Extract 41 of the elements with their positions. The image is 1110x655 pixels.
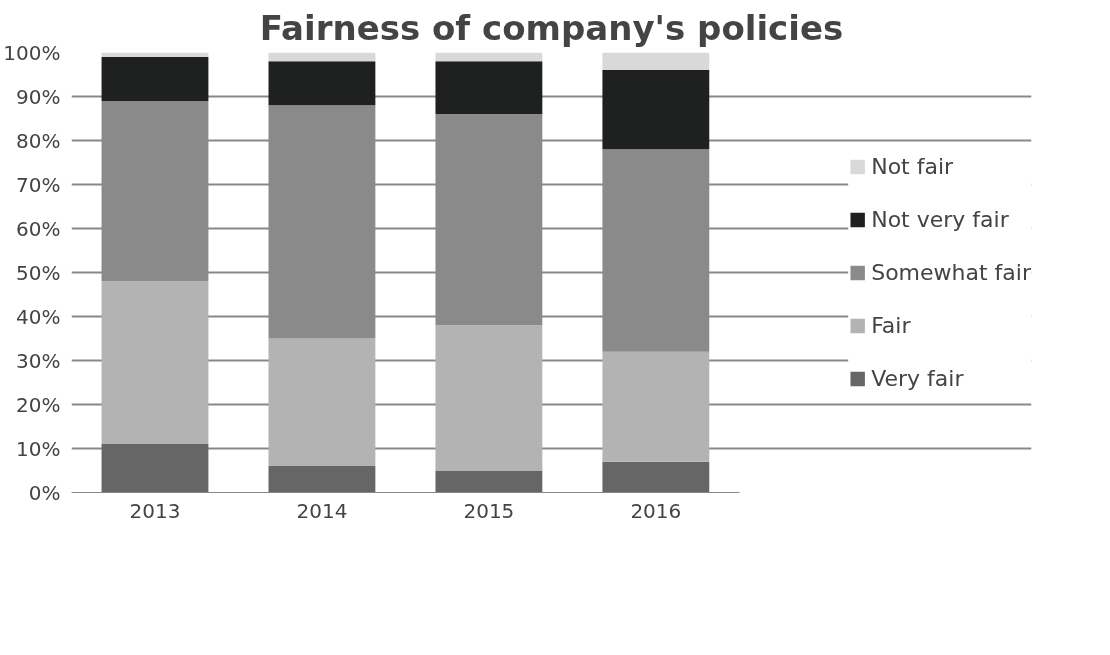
bar xyxy=(435,325,543,471)
x-tick-label: 2013 xyxy=(129,498,181,523)
bar xyxy=(101,52,209,57)
y-tick-label: 40% xyxy=(16,304,61,329)
bar xyxy=(435,470,543,493)
bar xyxy=(602,52,710,71)
y-tick-label: 10% xyxy=(16,436,61,461)
bar xyxy=(101,56,209,101)
legend-label: Somewhat fair xyxy=(871,259,1031,285)
y-tick-label: 90% xyxy=(16,84,61,109)
bar xyxy=(268,105,376,339)
x-tick-label: 2016 xyxy=(630,498,682,523)
bar xyxy=(435,61,543,115)
bar xyxy=(602,351,710,462)
bar xyxy=(602,461,710,493)
y-tick-label: 60% xyxy=(16,216,61,241)
bar xyxy=(101,100,209,282)
legend-label: Fair xyxy=(871,312,911,338)
y-tick-label: 20% xyxy=(16,392,61,417)
bar xyxy=(602,149,710,352)
legend-label: Not very fair xyxy=(871,206,1009,232)
y-tick-label: 80% xyxy=(16,128,61,153)
y-tick-label: 70% xyxy=(16,172,61,197)
bar xyxy=(268,52,376,62)
x-tick-label: 2015 xyxy=(463,498,515,523)
bar xyxy=(268,61,376,106)
bar xyxy=(101,444,209,493)
bar xyxy=(435,114,543,326)
bar xyxy=(435,52,543,62)
y-tick-label: 50% xyxy=(16,260,61,285)
bar xyxy=(602,70,710,150)
bar xyxy=(268,466,376,493)
bar xyxy=(268,338,376,467)
bar xyxy=(101,281,209,445)
y-tick-label: 0% xyxy=(28,480,61,505)
legend-label: Very fair xyxy=(871,365,964,391)
legend-label: Not fair xyxy=(871,153,954,179)
x-tick-label: 2014 xyxy=(296,498,348,523)
y-tick-label: 30% xyxy=(16,348,61,373)
y-tick-label: 100% xyxy=(3,40,61,65)
chart-title: Fairness of company's policies xyxy=(259,7,844,48)
